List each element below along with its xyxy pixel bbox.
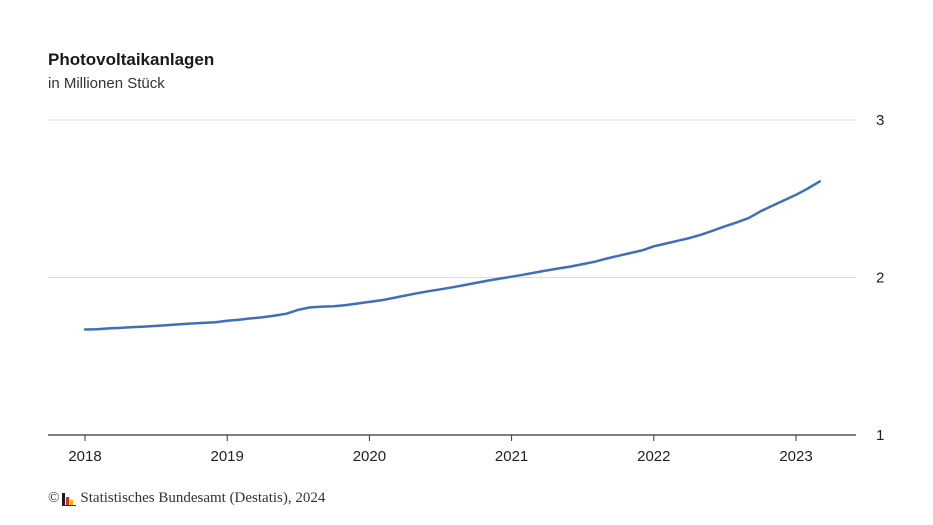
source-footer: © Statistisches Bundesamt (Destatis), 20…	[48, 490, 325, 507]
x-axis: 2018 2019 2020 2021 2022 2023	[48, 434, 856, 465]
logo-bar-3	[70, 499, 74, 505]
gridlines	[48, 119, 856, 278]
line-chart: 1 2 3 2018 2019 2020 2021 2022 2023	[48, 112, 884, 465]
logo-bar-1	[62, 492, 66, 505]
series-line	[83, 180, 821, 331]
x-tick-label: 2023	[779, 448, 812, 465]
source-text: Statistisches Bundesamt (Destatis), 2024	[80, 490, 326, 506]
y-tick-label: 3	[876, 112, 884, 129]
y-axis-ticks: 1 2 3	[876, 112, 884, 444]
x-tick-label: 2018	[68, 448, 101, 465]
chart-subtitle: in Millionen Stück	[48, 75, 165, 92]
logo-bar-2	[66, 496, 70, 505]
x-tick-label: 2022	[637, 448, 670, 465]
copyright-symbol: ©	[48, 490, 60, 506]
y-tick-label: 1	[876, 427, 884, 444]
x-tick-label: 2021	[495, 448, 528, 465]
destatis-logo-icon	[62, 492, 77, 506]
series-group	[83, 180, 821, 331]
x-tick-label: 2019	[211, 448, 244, 465]
x-tick-label: 2020	[353, 448, 386, 465]
logo-base	[62, 504, 77, 506]
chart-title: Photovoltaikanlagen	[48, 50, 215, 69]
y-tick-label: 2	[876, 270, 884, 287]
